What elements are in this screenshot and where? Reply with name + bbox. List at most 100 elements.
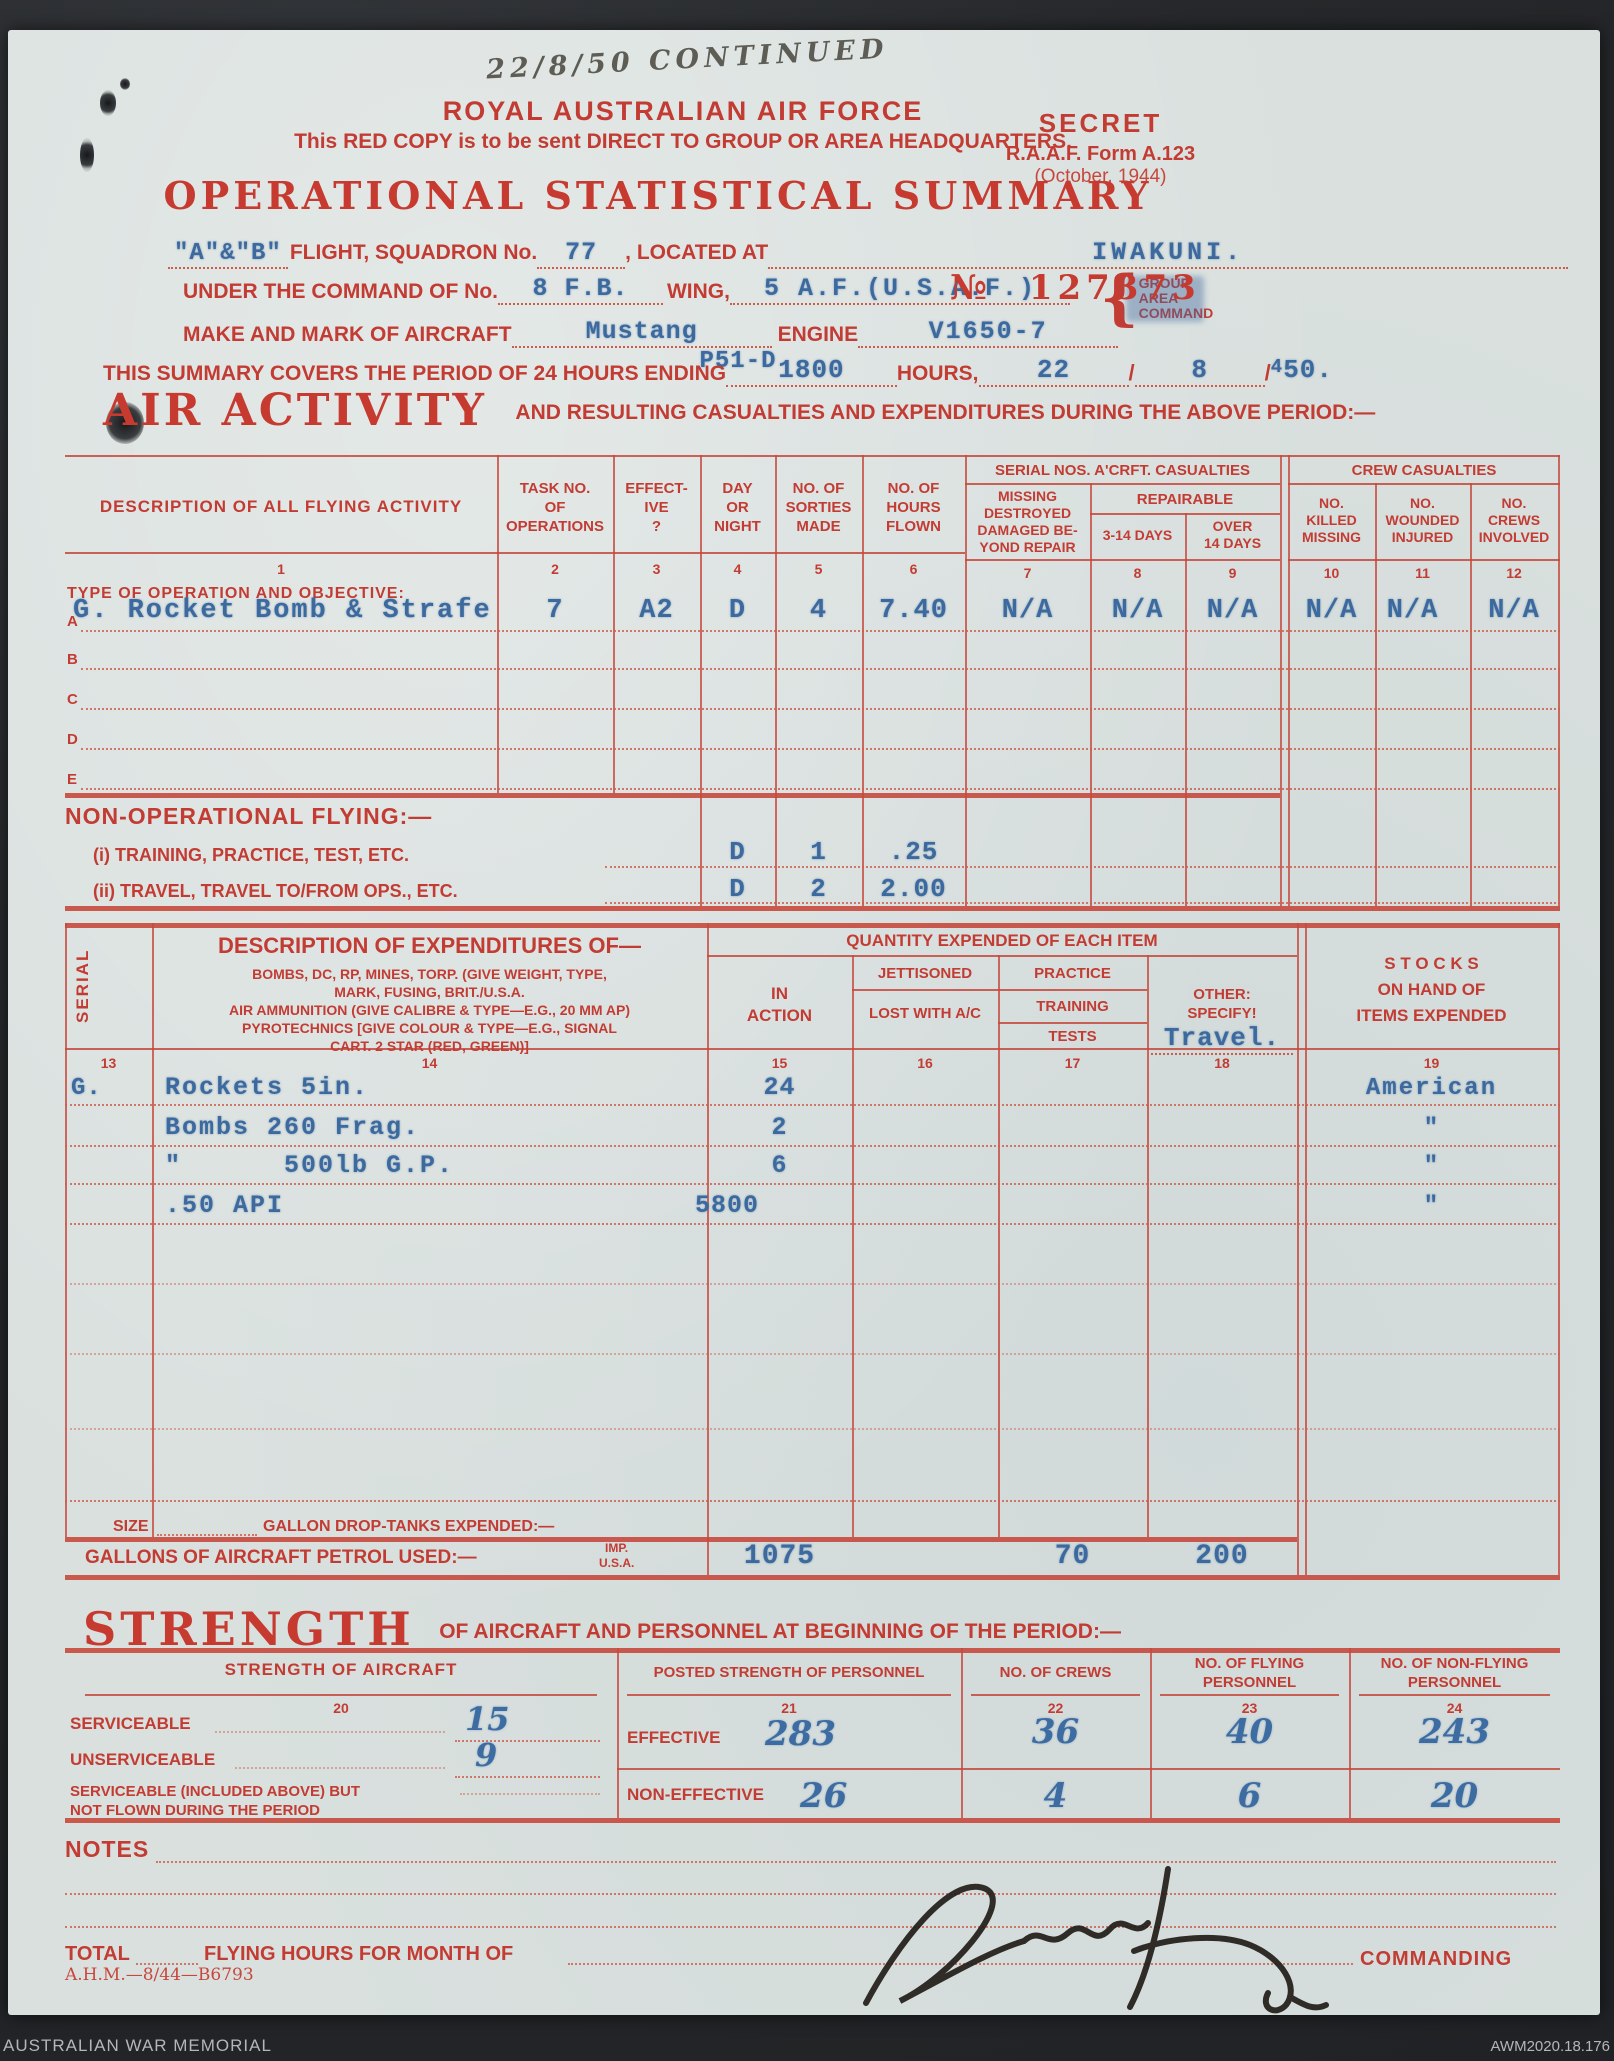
period-day-value: 22 <box>978 355 1129 387</box>
strength-table: STRENGTH OF AIRCRAFT POSTED STRENGTH OF … <box>65 1648 1560 1823</box>
commanding-label: COMMANDING <box>1360 1948 1513 1970</box>
row-a-c11: N/A <box>1386 596 1439 626</box>
unserviceable-value: 9 <box>475 1736 498 1774</box>
exp-col14-subtitle: BOMBS, DC, RP, MINES, TORP. (GIVE WEIGHT… <box>228 966 631 1054</box>
form-date: (October, 1944) <box>1034 166 1167 187</box>
row-a-description: G. Rocket Bomb & Strafe <box>73 596 492 626</box>
exp-col18-value: Travel. <box>1151 1023 1293 1055</box>
effective-value: 283 <box>765 1714 836 1754</box>
air-col9-header: OVER 14 DAYS <box>1203 518 1262 551</box>
exp-col13-header: SERIAL <box>73 948 92 1023</box>
paper-damage <box>100 90 116 116</box>
petrol-usa-label: U.S.A. <box>599 1556 635 1570</box>
effective-label: EFFECTIVE <box>627 1728 721 1747</box>
brace-area-label: AREA <box>1138 289 1179 306</box>
row-a-effective: A2 <box>639 596 674 626</box>
strength-subtitle: OF AIRCRAFT AND PERSONNEL AT BEGINNING O… <box>439 1620 1121 1643</box>
air-col11-header: NO. WOUNDED INJURED <box>1385 495 1460 545</box>
air-activity-table: DESCRIPTION OF ALL FLYING ACTIVITY TASK … <box>65 455 1560 911</box>
petrol-in-action-value: 1075 <box>743 1541 816 1572</box>
brace-group-label: GROUP <box>1138 274 1190 291</box>
slash-2: / <box>1264 360 1271 385</box>
exp-row-stocks: American <box>1365 1075 1498 1102</box>
command-line: UNDER THE COMMAND OF No. 8 F.B. WING, 5 … <box>183 274 1253 308</box>
strength-h22: NO. OF CREWS <box>999 1664 1112 1681</box>
exp-row-desc: " 500lb G.P. <box>165 1151 455 1180</box>
brace-glyph: { <box>1100 263 1139 333</box>
strength-h20: STRENGTH OF AIRCRAFT <box>224 1660 458 1679</box>
commanding-officer-signature <box>863 1866 1329 2014</box>
non-op-travel-hours: 2.00 <box>880 874 947 904</box>
period-time-value: 1800 <box>726 355 897 387</box>
exp-col-num: 15 <box>771 1055 788 1071</box>
period-year-value: 50. <box>1283 355 1333 385</box>
form-number: R.A.A.F. Form A.123 <box>1005 143 1196 165</box>
non-effective-flying-value: 6 <box>1237 1776 1262 1816</box>
month-label: FLYING HOURS FOR MONTH OF <box>204 1943 514 1965</box>
petrol-label: GALLONS OF AIRCRAFT PETROL USED:— <box>85 1547 477 1568</box>
archive-accession-number: AWM2020.18.176 <box>1490 2038 1610 2055</box>
air-col-num: 4 <box>733 561 742 577</box>
air-col-num: 7 <box>1023 565 1032 581</box>
air-col-num: 3 <box>652 561 661 577</box>
exp-row-stocks: " <box>1423 1115 1440 1142</box>
force-title: ROYAL AUSTRALIAN AIR FORCE <box>442 96 924 126</box>
air-group-aircraft-casualties: SERIAL NOS. A'CRFT. CASUALTIES <box>995 462 1250 479</box>
exp-col15-header: IN ACTION <box>746 984 813 1025</box>
typed-overstrike-smudge <box>1126 276 1204 322</box>
period-month-value: 8 <box>1134 355 1265 387</box>
strength-h23: NO. OF FLYING PERSONNEL <box>1194 1655 1305 1691</box>
exp-col14-title: DESCRIPTION OF EXPENDITURES OF— <box>218 933 641 958</box>
exp-col18-header: OTHER: SPECIFY! <box>1187 986 1257 1022</box>
non-effective-nonflying-value: 20 <box>1430 1776 1479 1816</box>
air-col1-header: DESCRIPTION OF ALL FLYING ACTIVITY <box>99 497 463 516</box>
air-col6-header: NO. OF HOURS FLOWN <box>886 480 941 535</box>
paper-damage <box>80 138 94 172</box>
document-number-label: № <box>950 268 989 308</box>
expenditures-table: SERIAL DESCRIPTION OF EXPENDITURES OF— B… <box>65 923 1560 1580</box>
exp-col17-header-a: PRACTICE <box>1034 965 1111 982</box>
row-a-c9: N/A <box>1206 596 1259 626</box>
air-activity-subtitle: AND RESULTING CASUALTIES AND EXPENDITURE… <box>515 401 1376 424</box>
air-col-num: 11 <box>1415 565 1430 581</box>
air-col7-header: MISSING DESTROYED DAMAGED BE- YOND REPAI… <box>977 488 1078 555</box>
air-col-num: 9 <box>1228 565 1237 581</box>
row-a-day: D <box>728 596 747 626</box>
form-paper: 22/8/50 CONTINUED ROYAL AUSTRALIAN AIR F… <box>8 30 1600 2015</box>
classification-block: SECRET R.A.A.F. Form A.123 (October, 194… <box>993 108 1208 188</box>
air-activity-heading: AIR ACTIVITY AND RESULTING CASUALTIES AN… <box>103 385 1563 436</box>
row-letter: D <box>67 731 78 748</box>
size-label: SIZE <box>113 1518 149 1535</box>
strength-col-num: 24 <box>1446 1700 1463 1716</box>
exp-col19-header: S T O C K S ON HAND OF ITEMS EXPENDED <box>1356 954 1507 1025</box>
strength-h24: NO. OF NON-FLYING PERSONNEL <box>1380 1655 1529 1691</box>
paper-damage <box>106 402 144 444</box>
total-label: TOTAL <box>65 1943 130 1965</box>
document-number-value: 127373 <box>1028 268 1201 308</box>
row-a-c10: N/A <box>1305 596 1358 626</box>
row-a-hours: 7.40 <box>879 596 948 626</box>
red-copy-note: This RED COPY is to be sent DIRECT TO GR… <box>294 130 1072 153</box>
serviceable-label: SERVICEABLE <box>70 1714 191 1733</box>
air-col10-header: NO. KILLED MISSING <box>1301 495 1362 545</box>
hours-label: HOURS, <box>896 362 979 385</box>
aircraft-label: MAKE AND MARK OF AIRCRAFT <box>183 323 512 346</box>
period-label: THIS SUMMARY COVERS THE PERIOD OF 24 HOU… <box>103 362 727 385</box>
exp-row-desc: .50 API <box>165 1191 285 1220</box>
effective-flying-value: 40 <box>1225 1712 1274 1752</box>
wing-label: WING, <box>666 280 730 303</box>
engine-value: V1650-7 <box>858 317 1119 348</box>
secret-label: SECRET <box>1038 108 1163 138</box>
non-operational-title: NON-OPERATIONAL FLYING:— <box>65 803 433 829</box>
squadron-line: "A"&"B" FLIGHT, SQUADRON No. 77 , LOCATE… <box>168 238 1568 269</box>
row-letter: E <box>67 771 78 788</box>
flight-label: FLIGHT, SQUADRON No. <box>289 241 538 264</box>
row-a-c7: N/A <box>1001 596 1054 626</box>
air-col8-header: 3-14 DAYS <box>1102 527 1173 543</box>
type-of-operation-label: TYPE OF OPERATION AND OBJECTIVE: <box>67 585 405 602</box>
effective-crews-value: 36 <box>1031 1712 1080 1752</box>
non-op-travel-day: D <box>729 874 746 904</box>
row-a-task: 7 <box>546 596 564 626</box>
row-a-c12: N/A <box>1488 596 1540 626</box>
exp-col-num: 13 <box>100 1055 117 1071</box>
